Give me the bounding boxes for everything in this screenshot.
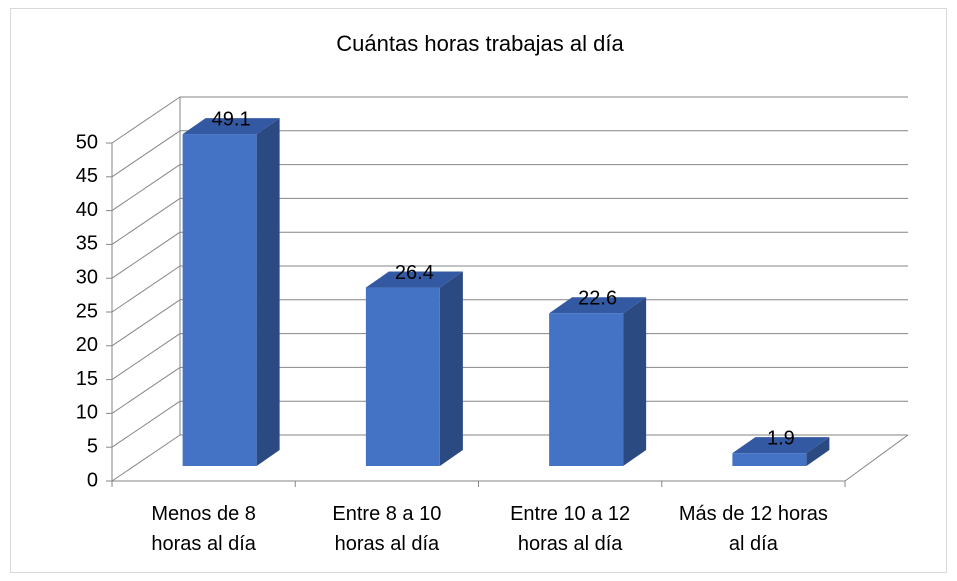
x-tick-label: Entre 10 a 12 horas al día: [510, 503, 631, 555]
x-tick-label: Menos de 8 horas al día: [151, 503, 256, 555]
chart-border: [10, 8, 947, 573]
y-tick-label: 5: [87, 435, 98, 457]
y-tick-label: 0: [87, 469, 98, 491]
y-tick-label: 50: [76, 131, 98, 153]
data-label: 1.9: [767, 427, 795, 449]
y-tick-label: 35: [76, 233, 98, 255]
bar: [182, 134, 257, 467]
grid-line: [111, 366, 181, 414]
bar-side: [806, 437, 830, 466]
bar-top: [732, 437, 830, 454]
chart-title: Cuántas horas trabajas al día: [336, 31, 624, 56]
grid-line: [111, 164, 181, 212]
bar: [365, 287, 440, 466]
data-label: 26.4: [395, 262, 434, 284]
y-tick-label: 45: [76, 165, 98, 187]
bar-top: [365, 271, 463, 288]
y-tick-label: 40: [76, 199, 98, 221]
grid-line: [111, 130, 181, 178]
y-tick-label: 25: [76, 300, 98, 322]
bar-top: [549, 297, 647, 314]
x-tick-label: Entre 8 a 10 horas al día: [332, 503, 442, 555]
bar: [732, 453, 807, 466]
bar-side: [623, 297, 647, 466]
grid-line: [111, 400, 181, 448]
grid-line: [111, 265, 181, 313]
data-label: 49.1: [212, 108, 251, 130]
x-tick-label: Más de 12 horas al día: [678, 503, 828, 555]
bar-side: [256, 118, 280, 467]
grid-line: [111, 197, 181, 245]
grid-line: [111, 434, 181, 482]
y-tick-label: 30: [76, 266, 98, 288]
floor-edge: [844, 434, 909, 482]
grid-line: [111, 96, 181, 144]
y-tick-label: 15: [76, 368, 98, 390]
data-label: 22.6: [578, 288, 617, 310]
grid-line: [111, 333, 181, 381]
bar: [549, 313, 624, 466]
bar-side: [439, 271, 463, 466]
grid-line: [111, 231, 181, 279]
y-tick-label: 20: [76, 334, 98, 356]
bar-top: [182, 118, 280, 135]
y-tick-label: 10: [76, 402, 98, 424]
grid-line: [111, 299, 181, 347]
